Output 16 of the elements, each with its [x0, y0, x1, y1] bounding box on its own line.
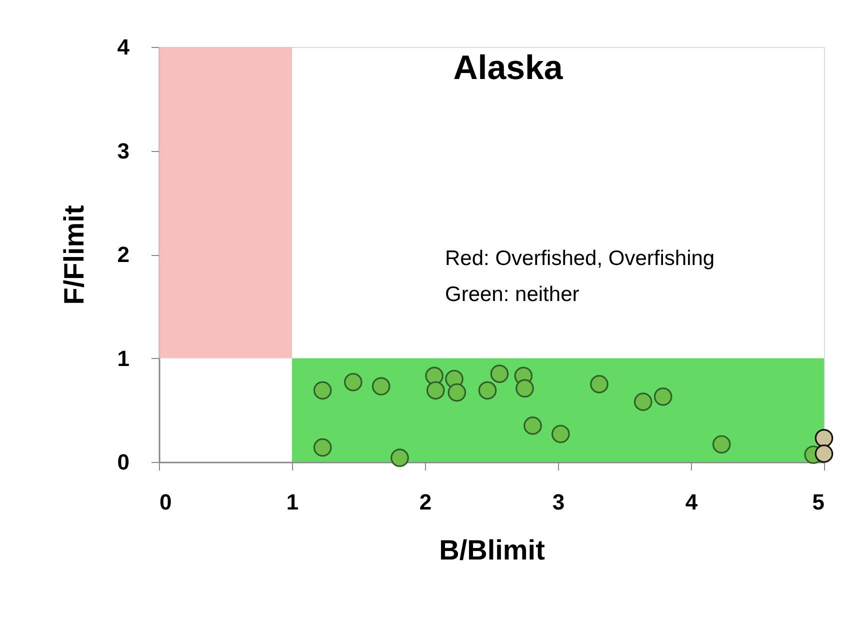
x-tick-label: 2 [419, 490, 432, 514]
x-tick-label: 4 [685, 490, 698, 514]
x-tick-label: 0 [160, 490, 172, 514]
chart-title: Alaska [453, 49, 564, 87]
y-tick-label: 3 [117, 138, 130, 164]
y-tick-label: 1 [117, 346, 130, 371]
y-tick-label: 2 [117, 242, 130, 267]
x-tick-label: 3 [552, 490, 565, 514]
annotation: Green: neither [445, 283, 580, 306]
annotation: Red: Overfished, Overfishing [445, 247, 715, 270]
x-tick-label: 1 [286, 490, 299, 514]
x-axis-title: B/Blimit [439, 534, 545, 566]
y-axis-title: F/Flimit [58, 205, 90, 305]
y-tick-label: 4 [117, 34, 130, 60]
y-tick-label: 0 [117, 450, 130, 474]
x-tick-label: 5 [812, 490, 824, 514]
